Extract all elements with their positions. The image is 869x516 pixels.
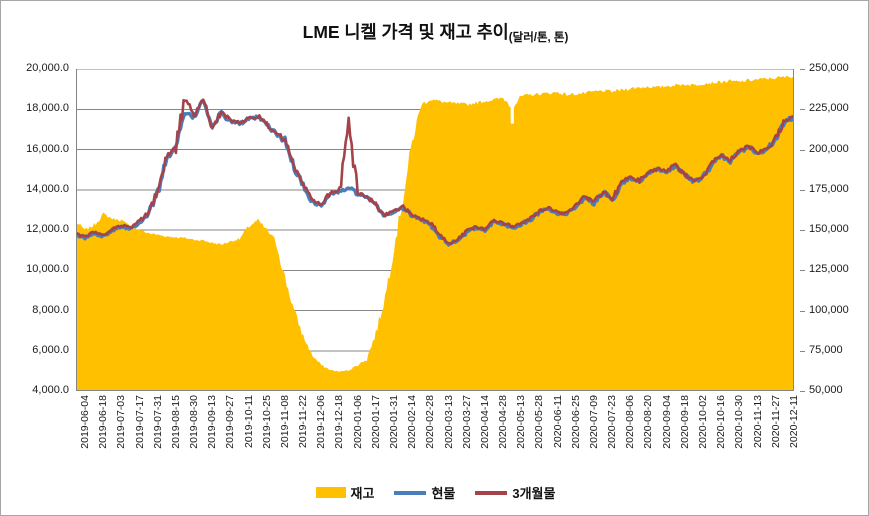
y-left-tick-label: 6,000.0 [32, 343, 69, 356]
x-tick-label: 2019-10-11 [242, 395, 255, 448]
chart-title: LME 니켈 가격 및 재고 추이(달러/톤, 톤) [1, 19, 868, 44]
legend-item[interactable]: 현물 [394, 483, 455, 502]
x-tick-label: 2019-07-17 [133, 395, 146, 449]
y-right-tick-mark [800, 310, 805, 312]
y-left-tick-label: 10,000.0 [26, 263, 69, 276]
x-tick-label: 2020-01-31 [388, 395, 400, 449]
price-line-series [76, 98, 794, 247]
x-tick-label: 2020-06-11 [551, 395, 564, 448]
y-right-tick-label: 200,000 [809, 142, 849, 155]
x-tick-label: 2020-10-02 [697, 395, 710, 449]
legend-label: 현물 [431, 486, 456, 501]
x-tick-label: 2019-06-04 [79, 395, 91, 449]
x-tick-label: 2020-01-17 [369, 395, 382, 449]
y-right-tick-mark [800, 109, 805, 111]
y-left-tick-label: 12,000.0 [26, 223, 69, 235]
x-tick-label: 2020-09-04 [660, 395, 673, 449]
x-tick-label: 2020-08-06 [624, 395, 637, 449]
legend-item[interactable]: 3개월물 [475, 483, 555, 502]
y-left-tick-label: 18,000.0 [26, 102, 69, 115]
y-left-tick-label: 14,000.0 [26, 182, 69, 195]
x-tick-label: 2020-04-28 [497, 395, 510, 449]
y-right-tick-mark [800, 149, 805, 151]
x-tick-label: 2019-11-22 [297, 395, 310, 448]
x-tick-label: 2020-05-28 [533, 395, 546, 449]
legend-swatch-icon [475, 490, 508, 495]
y-right-tick-mark [800, 230, 805, 231]
x-tick-label: 2020-07-23 [606, 395, 619, 449]
x-tick-label: 2019-09-13 [206, 395, 219, 449]
y-right-tick-label: 100,000 [809, 303, 849, 316]
x-tick-label: 2020-03-13 [442, 395, 455, 449]
x-tick-label: 2020-02-28 [424, 395, 437, 449]
x-tick-label: 2020-11-27 [769, 395, 782, 448]
plot-border [76, 69, 794, 391]
x-tick-label: 2019-08-30 [188, 395, 201, 449]
y-right-tick-mark [800, 69, 805, 70]
line-three-month [76, 98, 794, 246]
area-inventory [76, 75, 794, 391]
chart-title-subtitle: (달러/톤, 톤) [508, 32, 569, 44]
x-tick-label: 2020-07-09 [587, 395, 600, 449]
y-right-tick-label: 75,000 [809, 343, 843, 356]
legend-label: 3개월물 [512, 486, 556, 501]
y-right-tick-label: 225,000 [809, 102, 849, 115]
x-tick-label: 2020-11-13 [751, 395, 764, 448]
x-tick-label: 2019-12-06 [315, 395, 328, 449]
inventory-data-gap [510, 101, 514, 124]
x-tick-label: 2019-10-25 [260, 395, 273, 449]
y-axis-right: 250,000 225,000 200,000 175,000 150,000 125,0… [800, 63, 866, 396]
x-tick-label: 2020-09-18 [678, 395, 691, 449]
chart-legend: 재고 현물 3개월물 [1, 483, 868, 502]
y-right-tick-label: 125,000 [809, 263, 849, 276]
y-right-tick-mark [800, 391, 805, 392]
y-left-tick-label: 4,000.0 [32, 384, 69, 396]
y-right-tick-mark [800, 270, 805, 272]
legend-swatch-icon [315, 487, 346, 498]
y-left-tick-label: 20,000.0 [26, 62, 69, 74]
chart-canvas [76, 69, 794, 391]
legend-item[interactable]: 재고 [315, 483, 375, 502]
legend-label: 재고 [350, 486, 375, 501]
x-tick-label: 2020-03-27 [460, 395, 473, 449]
y-right-tick-mark [800, 189, 805, 191]
x-tick-label: 2020-05-13 [515, 395, 528, 449]
y-right-tick-label: 50,000 [809, 384, 843, 396]
x-axis: 2019-06-04 2019-06-18 2019-07-03 2019-07-17… [76, 393, 800, 483]
y-left-tick-label: 8,000.0 [32, 303, 69, 316]
x-tick-label: 2020-04-14 [478, 395, 491, 449]
x-tick-label: 2019-07-31 [151, 395, 164, 449]
x-tick-label: 2019-09-27 [224, 395, 237, 449]
x-tick-label: 2020-02-14 [406, 395, 419, 449]
x-tick-label: 2020-01-06 [351, 395, 364, 449]
x-tick-label: 2019-07-03 [115, 395, 128, 449]
x-tick-label: 2020-12-11 [787, 395, 800, 448]
x-tick-label: 2019-11-08 [278, 395, 291, 448]
x-tick-label: 2020-10-30 [733, 395, 746, 449]
y-left-tick-label: 16,000.0 [26, 142, 69, 155]
x-tick-label: 2019-06-18 [97, 395, 110, 449]
x-tick-label: 2020-06-25 [569, 395, 582, 449]
legend-swatch-icon [394, 490, 427, 495]
y-axis-left: 20,000.0 18,000.0 16,000.0 14,000.0 12,000.0… [5, 63, 69, 396]
y-right-tick-mark [800, 350, 805, 352]
y-right-tick-label: 250,000 [809, 62, 849, 74]
x-tick-label: 2019-12-18 [333, 395, 346, 449]
inventory-area-series [76, 75, 794, 391]
chart-title-main: LME 니켈 가격 및 재고 추이 [302, 22, 509, 42]
x-tick-label: 2020-08-20 [642, 395, 655, 449]
x-tick-label: 2020-10-16 [715, 395, 728, 449]
y-right-tick-label: 175,000 [809, 182, 849, 195]
plot-area [76, 69, 794, 391]
x-tick-label: 2019-08-15 [169, 395, 182, 449]
y-right-tick-label: 150,000 [809, 223, 849, 235]
